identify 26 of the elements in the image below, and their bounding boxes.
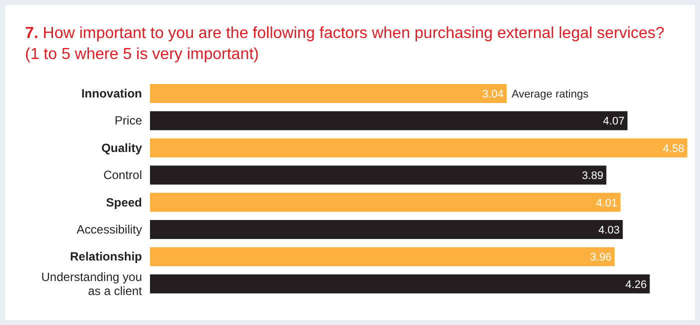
data-label: 3.96: [590, 252, 612, 264]
data-label: 4.26: [625, 278, 647, 291]
annotation: Average ratings: [512, 88, 589, 100]
y-tick-label: Price: [114, 114, 142, 128]
bar: [150, 138, 688, 158]
y-tick-label: Speed: [106, 195, 142, 210]
data-label: 4.58: [662, 142, 684, 155]
data-label: 3.04: [482, 88, 504, 100]
y-tick-label: Accessibility: [76, 222, 142, 236]
y-tick-label: Control: [103, 168, 142, 182]
data-label: 3.89: [582, 170, 604, 182]
bar: [150, 274, 650, 294]
bar: [150, 166, 606, 185]
data-label: 4.03: [598, 224, 620, 236]
bar: [150, 111, 628, 130]
bar: [150, 192, 620, 212]
y-tick-label: Understanding you as a client: [41, 270, 143, 298]
chart-title: 7. How important to you are the following factors when purchasing external legal services? (1 to 5 where 5 is very important): [25, 25, 665, 63]
bar: [150, 247, 615, 266]
bar: [150, 84, 507, 103]
data-label: 4.01: [596, 197, 618, 210]
y-tick-label: Relationship: [70, 250, 142, 264]
y-tick-label: Innovation: [81, 86, 142, 100]
data-label: 4.07: [603, 116, 624, 128]
y-tick-label: Quality: [101, 140, 142, 155]
bar: [150, 220, 623, 239]
